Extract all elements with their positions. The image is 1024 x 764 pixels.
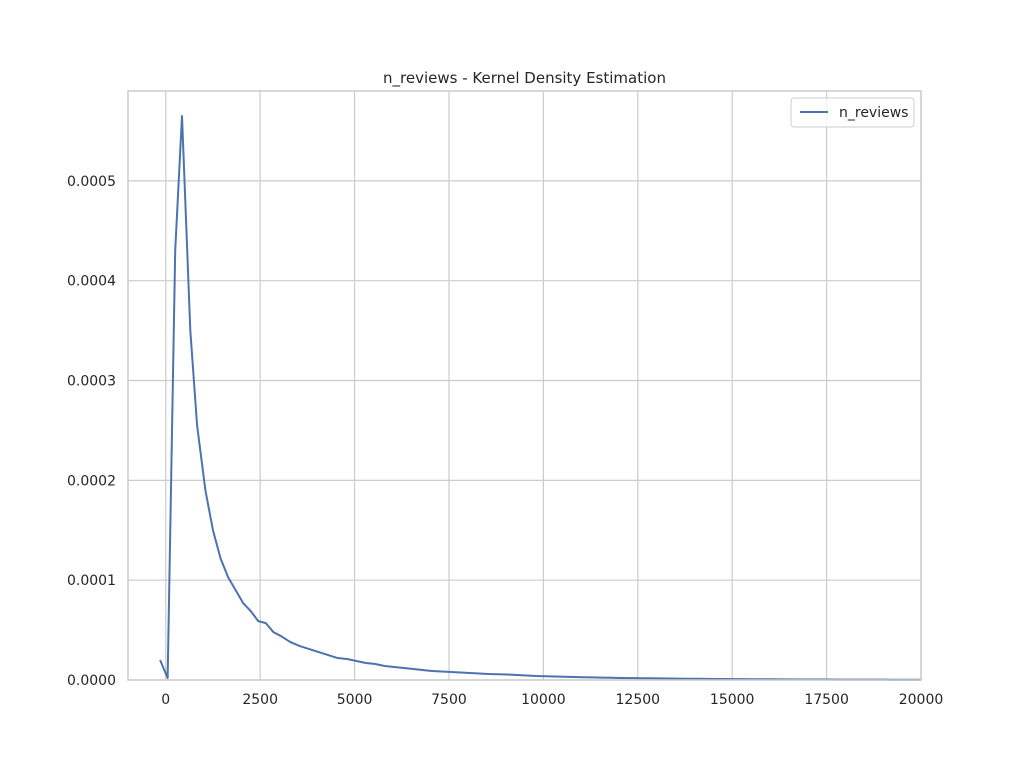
x-tick-label: 17500 — [804, 692, 849, 708]
y-tick-label: 0.0004 — [67, 274, 116, 290]
plot-background — [128, 91, 921, 680]
y-tick-label: 0.0005 — [67, 174, 116, 190]
x-tick-label: 0 — [161, 692, 170, 708]
plot-frame — [127, 90, 922, 681]
x-tick-label: 15000 — [710, 692, 755, 708]
legend-box — [790, 97, 915, 128]
x-tick-label: 12500 — [616, 692, 661, 708]
y-tick-label: 0.0002 — [67, 473, 116, 489]
grid — [128, 91, 922, 681]
y-tick-label: 0.0000 — [67, 673, 116, 689]
y-axis: 0.0000 0.0001 0.0002 0.0003 0.0004 0.0005 — [67, 174, 116, 689]
y-tick-label: 0.0003 — [67, 374, 116, 390]
x-tick-label: 2500 — [242, 692, 278, 708]
x-tick-label: 10000 — [521, 692, 566, 708]
x-tick-label: 5000 — [337, 692, 373, 708]
x-axis: 0 2500 5000 7500 10000 12500 15000 17500 20000 — [161, 692, 943, 708]
legend-label-n-reviews: n_reviews — [839, 105, 908, 121]
legend: n_reviews — [790, 97, 915, 128]
x-tick-label: 7500 — [431, 692, 467, 708]
chart-title: n_reviews - Kernel Density Estimation — [383, 69, 666, 88]
y-tick-label: 0.0001 — [67, 573, 116, 589]
x-tick-label: 20000 — [899, 692, 944, 708]
